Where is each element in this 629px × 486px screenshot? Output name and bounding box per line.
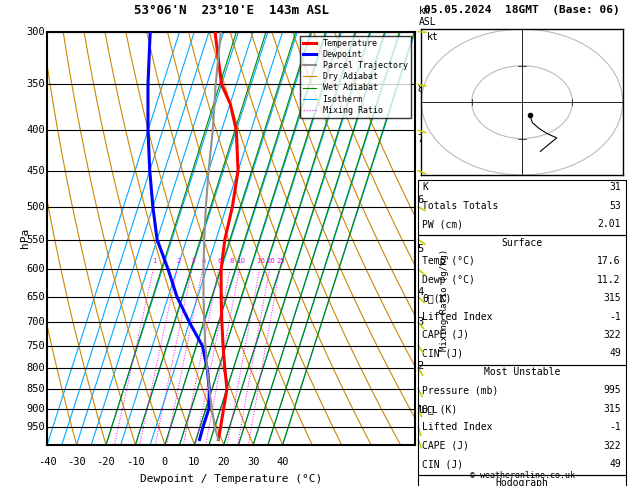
Text: Dewpoint / Temperature (°C): Dewpoint / Temperature (°C) xyxy=(140,473,322,484)
Text: 7: 7 xyxy=(417,134,423,144)
Text: Temp (°C): Temp (°C) xyxy=(422,256,475,266)
Text: Mixing Ratio (g/kg): Mixing Ratio (g/kg) xyxy=(440,249,449,351)
Text: 800: 800 xyxy=(26,363,45,373)
Text: 0: 0 xyxy=(162,457,168,467)
Text: -40: -40 xyxy=(38,457,57,467)
Text: 8: 8 xyxy=(417,85,423,94)
Text: 2: 2 xyxy=(176,258,181,263)
Text: K: K xyxy=(422,182,428,192)
Text: 31: 31 xyxy=(609,182,621,192)
Text: CAPE (J): CAPE (J) xyxy=(422,330,469,340)
Text: 1: 1 xyxy=(152,258,157,263)
Text: Most Unstable: Most Unstable xyxy=(484,367,560,377)
Text: 300: 300 xyxy=(26,27,45,36)
Text: Dewp (°C): Dewp (°C) xyxy=(422,275,475,285)
Text: 700: 700 xyxy=(26,317,45,327)
Text: 850: 850 xyxy=(26,384,45,394)
Text: 500: 500 xyxy=(26,202,45,212)
Text: 322: 322 xyxy=(603,330,621,340)
Text: 600: 600 xyxy=(26,264,45,275)
Text: kt: kt xyxy=(426,32,438,42)
Text: 450: 450 xyxy=(26,166,45,176)
Text: 550: 550 xyxy=(26,235,45,244)
Text: 10: 10 xyxy=(188,457,201,467)
Text: 53°06'N  23°10'E  143m ASL: 53°06'N 23°10'E 143m ASL xyxy=(133,4,329,17)
Text: 315: 315 xyxy=(603,293,621,303)
Text: 25: 25 xyxy=(276,258,285,263)
Text: Totals Totals: Totals Totals xyxy=(422,201,498,211)
Text: 2.01: 2.01 xyxy=(598,219,621,229)
Text: 6: 6 xyxy=(218,258,222,263)
Text: 5: 5 xyxy=(417,244,423,254)
Text: θᴇ (K): θᴇ (K) xyxy=(422,404,457,414)
Text: 05.05.2024  18GMT  (Base: 06): 05.05.2024 18GMT (Base: 06) xyxy=(424,5,620,15)
Text: 20: 20 xyxy=(218,457,230,467)
Text: 3: 3 xyxy=(191,258,196,263)
Text: 20: 20 xyxy=(266,258,275,263)
Text: km
ASL: km ASL xyxy=(419,6,437,27)
Text: 995: 995 xyxy=(603,385,621,396)
Text: 10: 10 xyxy=(236,258,245,263)
Text: 30: 30 xyxy=(247,457,260,467)
Text: 750: 750 xyxy=(26,341,45,351)
Text: 400: 400 xyxy=(26,125,45,135)
Text: Lifted Index: Lifted Index xyxy=(422,422,493,433)
Text: -10: -10 xyxy=(126,457,145,467)
Text: -1: -1 xyxy=(609,422,621,433)
Text: 16: 16 xyxy=(256,258,265,263)
Text: 900: 900 xyxy=(26,403,45,414)
Text: 6: 6 xyxy=(417,195,423,205)
Text: 3: 3 xyxy=(417,317,423,327)
Text: 53: 53 xyxy=(609,201,621,211)
Text: 1: 1 xyxy=(417,405,423,416)
Text: Surface: Surface xyxy=(501,238,543,248)
Text: CIN (J): CIN (J) xyxy=(422,459,463,469)
Text: © weatheronline.co.uk: © weatheronline.co.uk xyxy=(470,471,574,480)
Text: 11.2: 11.2 xyxy=(598,275,621,285)
Text: 49: 49 xyxy=(609,459,621,469)
Text: -30: -30 xyxy=(67,457,86,467)
Text: 1LCL: 1LCL xyxy=(417,406,438,415)
Text: 17.6: 17.6 xyxy=(598,256,621,266)
Text: Hodograph: Hodograph xyxy=(496,478,548,486)
Text: 322: 322 xyxy=(603,441,621,451)
Text: 4: 4 xyxy=(417,287,423,296)
Text: 950: 950 xyxy=(26,422,45,432)
Text: 4: 4 xyxy=(202,258,206,263)
Text: 49: 49 xyxy=(609,348,621,359)
Text: θᴇ(K): θᴇ(K) xyxy=(422,293,452,303)
Text: 8: 8 xyxy=(229,258,233,263)
Text: 2: 2 xyxy=(417,361,423,371)
Text: hPa: hPa xyxy=(20,228,30,248)
Text: -1: -1 xyxy=(609,312,621,322)
Legend: Temperature, Dewpoint, Parcel Trajectory, Dry Adiabat, Wet Adiabat, Isotherm, Mi: Temperature, Dewpoint, Parcel Trajectory… xyxy=(300,36,411,118)
Text: 40: 40 xyxy=(276,457,289,467)
Text: PW (cm): PW (cm) xyxy=(422,219,463,229)
Text: 315: 315 xyxy=(603,404,621,414)
Text: 650: 650 xyxy=(26,292,45,302)
Text: Lifted Index: Lifted Index xyxy=(422,312,493,322)
Text: Pressure (mb): Pressure (mb) xyxy=(422,385,498,396)
Text: -20: -20 xyxy=(97,457,116,467)
Text: CAPE (J): CAPE (J) xyxy=(422,441,469,451)
Text: 350: 350 xyxy=(26,80,45,89)
Text: CIN (J): CIN (J) xyxy=(422,348,463,359)
